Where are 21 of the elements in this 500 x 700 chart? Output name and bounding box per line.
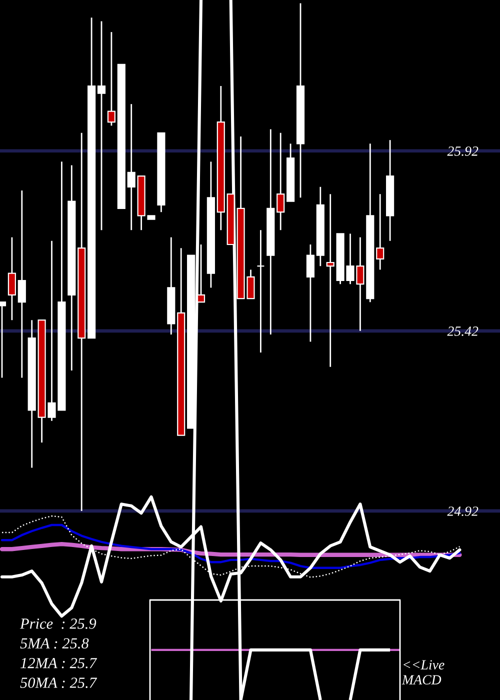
annotation: <<Live [404, 660, 444, 670]
candlestick [196, 244, 206, 303]
annotation: 12MA : 25.7 [20, 658, 98, 668]
annotation: 5MA : 25.8 [20, 638, 89, 649]
candlestick [276, 132, 285, 231]
y-tick-label: 24.92 [447, 506, 478, 516]
candlestick [97, 20, 106, 231]
candlestick [18, 190, 26, 378]
y-tick-label: 25.42 [447, 326, 478, 336]
candlestick [306, 244, 314, 342]
candlestick [127, 103, 136, 231]
candlestick [8, 236, 16, 321]
candlestick [326, 193, 334, 368]
line-series [0, 524, 461, 569]
candlestick [256, 229, 265, 354]
annotation: MACD [402, 675, 442, 684]
y-tick-label: 25.92 [447, 146, 478, 156]
annotation: 50MA : 25.7 [20, 678, 98, 688]
candlestick [376, 193, 384, 270]
candlestick [107, 31, 116, 126]
annotation: Price : 25.9 [20, 618, 96, 629]
